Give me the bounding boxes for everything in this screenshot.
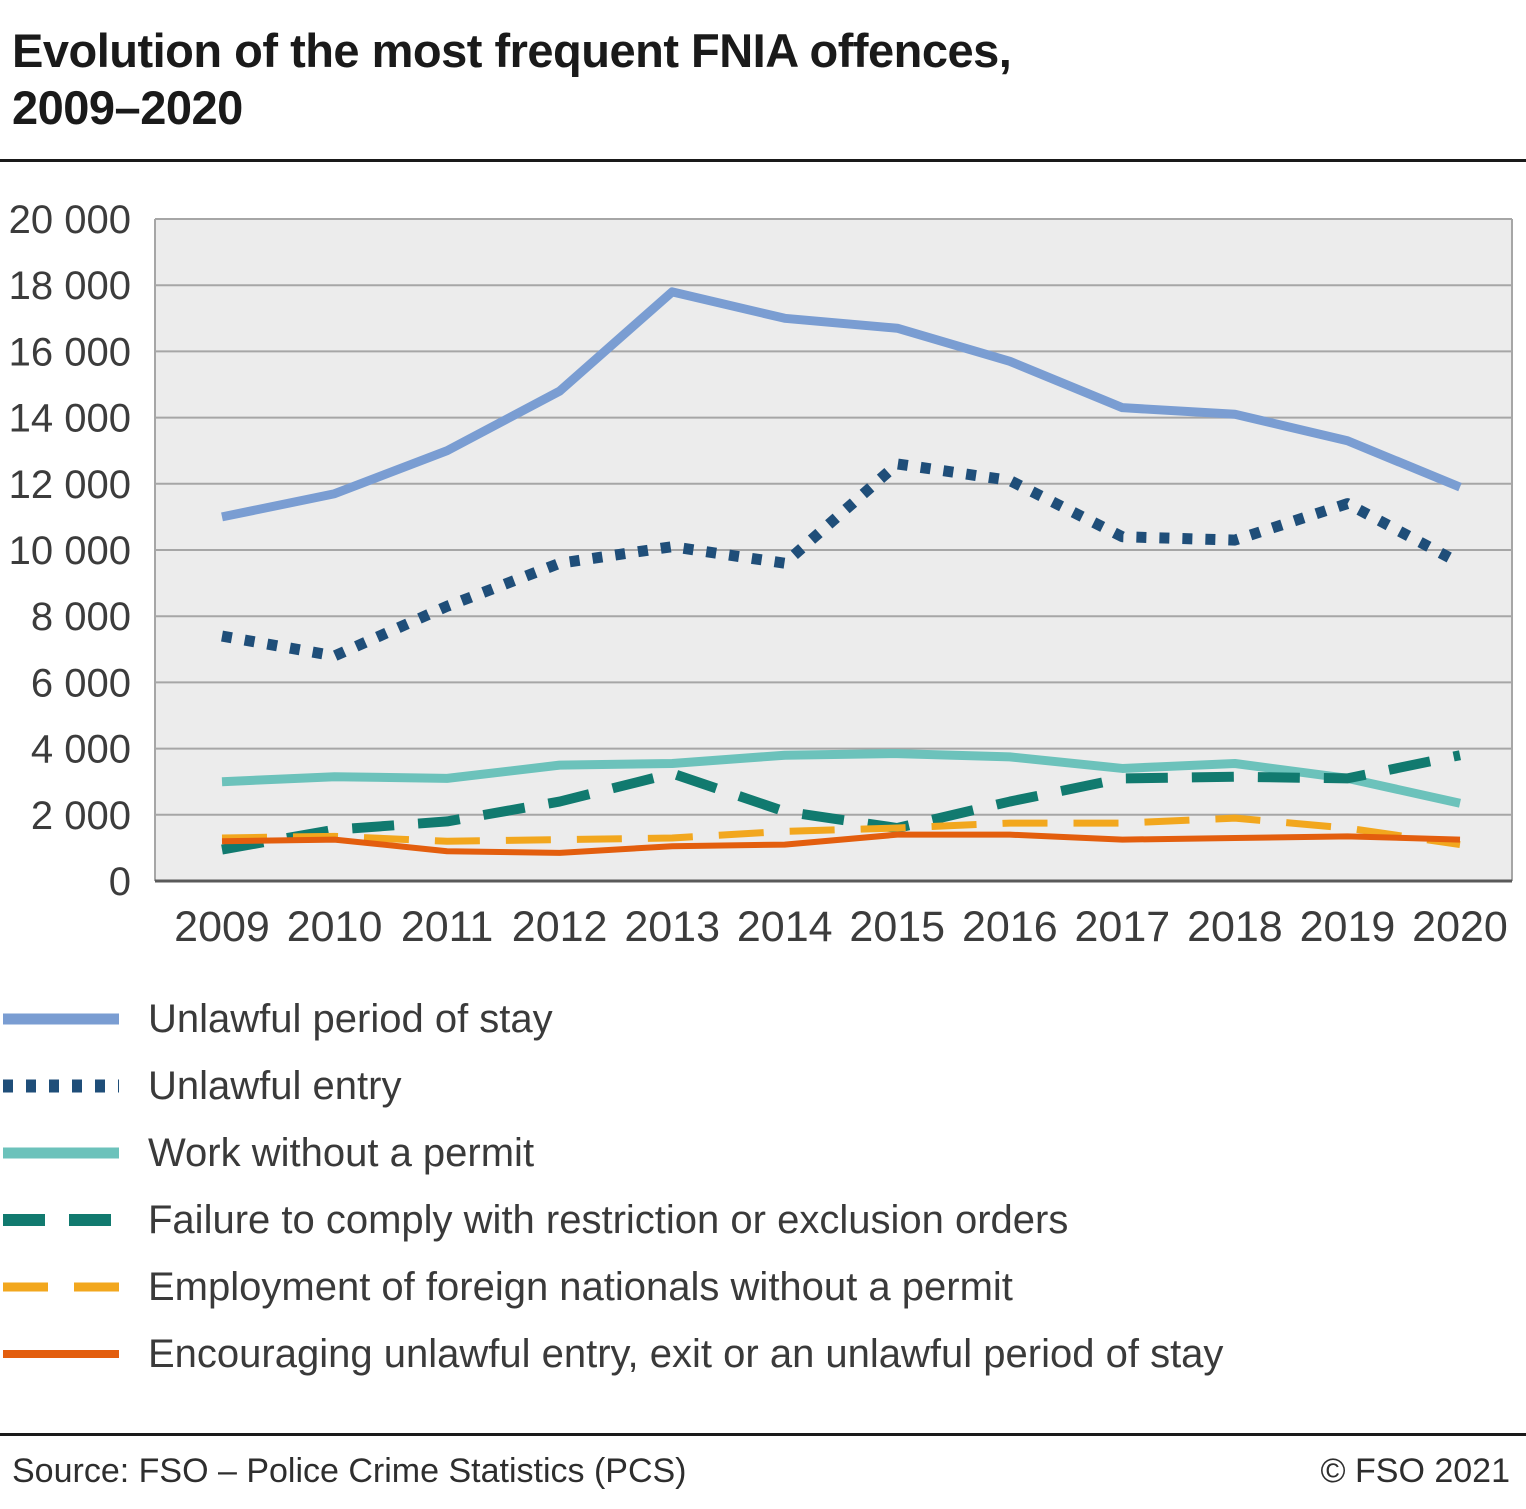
series-line-employment-without-permit: [221, 814, 1461, 848]
copyright-text: © FSO 2021: [1320, 1452, 1510, 1490]
x-axis-label: 2013: [624, 903, 720, 951]
y-axis-label: 10 000: [9, 529, 131, 573]
legend-item-unlawful-entry: Unlawful entry: [2, 1053, 1526, 1120]
chart-header: Evolution of the most frequent FNIA offe…: [0, 0, 1526, 137]
y-axis-label: 8 000: [31, 595, 131, 639]
legend-label: Work without a permit: [148, 1130, 535, 1175]
x-axis-label: 2017: [1075, 903, 1171, 951]
legend-label: Unlawful entry: [148, 1063, 402, 1108]
legend-item-employment-without-permit: Employment of foreign nationals without …: [2, 1254, 1526, 1321]
chart-area: 0 2 000 4 000 6 000 8 000 10 000 12 000 14 000 1…: [0, 164, 1526, 964]
legend: Unlawful period of stay Unlawful entry Wor…: [0, 986, 1526, 1388]
legend-line-swatch: [3, 1147, 119, 1159]
legend-line-swatch: [3, 1079, 119, 1093]
legend-label: Employment of foreign nationals without …: [148, 1264, 1013, 1309]
y-axis-label: 18 000: [9, 264, 131, 308]
series-line-work-without-permit: [221, 748, 1461, 808]
y-axis-label: 16 000: [9, 330, 131, 374]
series-line-unlawful-period-of-stay: [221, 286, 1462, 521]
series-line-unlawful-entry: [221, 458, 1463, 662]
x-axis-label: 2009: [174, 903, 270, 951]
y-axis-label: 12 000: [9, 462, 131, 506]
y-axis-label: 14 000: [9, 396, 131, 440]
x-axis-label: 2012: [512, 903, 608, 951]
legend-line-swatch: [3, 1350, 119, 1359]
legend-line-swatch: [3, 1013, 119, 1025]
x-axis-label: 2020: [1412, 903, 1508, 951]
series-line-encouraging-unlawful-entry: [221, 831, 1461, 856]
legend-label: Failure to comply with restriction or ex…: [148, 1197, 1069, 1242]
footer: Source: FSO – Police Crime Statistics (P…: [0, 1433, 1526, 1509]
legend-item-encouraging-unlawful-entry: Encouraging unlawful entry, exit or an u…: [2, 1321, 1526, 1388]
x-axis-label: 2015: [849, 903, 945, 951]
title-divider: [0, 158, 1526, 162]
x-axis-label: 2018: [1187, 903, 1283, 951]
series-line-failure-to-comply: [221, 749, 1462, 855]
y-axis-label: 20 000: [9, 198, 131, 242]
x-axis-label: 2011: [401, 903, 493, 951]
legend-label: Unlawful period of stay: [148, 996, 553, 1041]
line-chart: 0 2 000 4 000 6 000 8 000 10 000 12 000 14 000 1…: [9, 198, 1513, 951]
y-axis-label: 2 000: [31, 793, 131, 837]
x-axis-label: 2016: [962, 903, 1058, 951]
legend-item-failure-to-comply: Failure to comply with restriction or ex…: [2, 1187, 1526, 1254]
legend-line-swatch: [3, 1214, 119, 1227]
legend-label: Encouraging unlawful entry, exit or an u…: [148, 1331, 1224, 1376]
source-text: Source: FSO – Police Crime Statistics (P…: [12, 1452, 687, 1490]
legend-item-work-without-permit: Work without a permit: [2, 1120, 1526, 1187]
legend-item-unlawful-period-of-stay: Unlawful period of stay: [2, 986, 1526, 1053]
y-axis-label: 0: [109, 860, 131, 904]
chart-title: Evolution of the most frequent FNIA offe…: [12, 24, 1012, 135]
x-axis-label: 2014: [737, 903, 833, 951]
x-axis-label: 2019: [1300, 903, 1396, 951]
y-axis-label: 6 000: [31, 661, 131, 705]
x-axis-label: 2010: [287, 903, 383, 951]
y-axis-label: 4 000: [31, 727, 131, 771]
legend-line-swatch: [3, 1282, 119, 1292]
